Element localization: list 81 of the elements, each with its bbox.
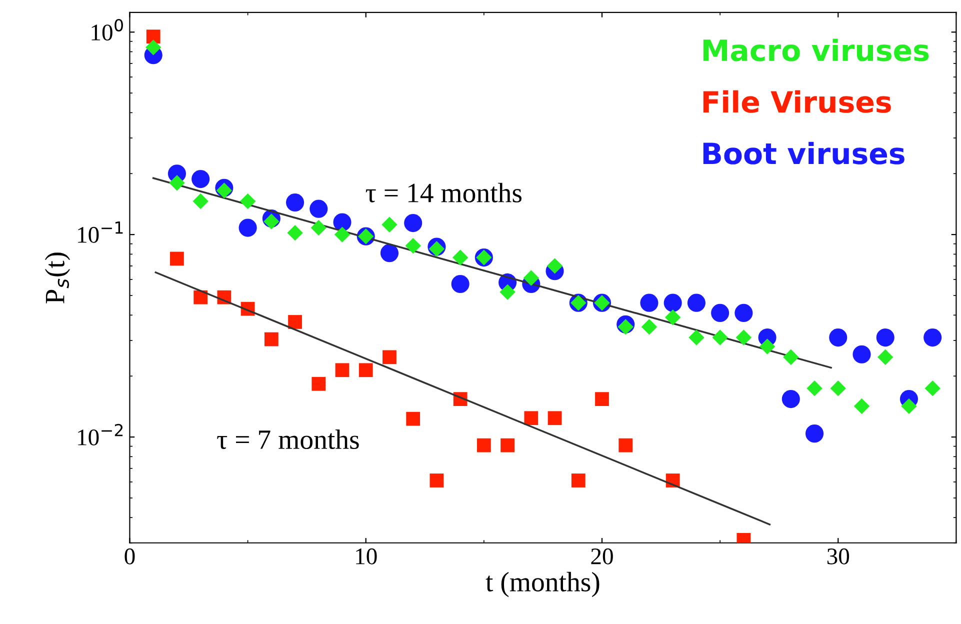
point: [500, 438, 514, 452]
y-tick-label: 10$^{−1}$: [78, 222, 123, 243]
point: [782, 390, 800, 408]
point: [783, 349, 799, 366]
point: [878, 349, 894, 366]
point: [406, 412, 420, 426]
y-tick-label: 10$^{0}$: [92, 18, 123, 40]
point: [829, 328, 848, 347]
point: [405, 238, 421, 254]
point: [170, 252, 184, 266]
point: [852, 345, 871, 364]
point: [759, 338, 776, 354]
point: [169, 175, 185, 191]
x-tick-label: 30: [827, 548, 850, 564]
point: [404, 214, 422, 232]
point: [382, 350, 396, 364]
point: [335, 363, 350, 378]
point: [736, 330, 752, 346]
point: [640, 294, 658, 312]
point: [687, 294, 706, 312]
point: [548, 411, 562, 426]
point: [830, 380, 846, 396]
point: [924, 380, 940, 396]
point: [382, 216, 398, 232]
point: [430, 474, 444, 488]
point: [524, 411, 538, 426]
point: [264, 332, 278, 346]
point: [358, 363, 373, 378]
point: [333, 213, 352, 232]
point: [618, 438, 633, 452]
point: [476, 438, 491, 452]
point: [618, 319, 634, 335]
x-tick-label: 0: [124, 548, 135, 564]
point: [664, 294, 682, 312]
point: [452, 250, 468, 266]
point: [901, 398, 917, 414]
point: [312, 376, 326, 391]
point: [194, 290, 208, 304]
y-tick-label: 10$^{−2}$: [78, 424, 123, 446]
annotation: τ = 7 months: [217, 430, 359, 450]
point: [571, 474, 586, 488]
text: Macro viruses: [703, 38, 929, 62]
point: [145, 40, 162, 56]
point: [264, 214, 280, 230]
annotation: τ = 14 months: [366, 182, 522, 202]
point: [876, 328, 894, 347]
x-tick-label: 10: [356, 548, 377, 564]
point: [310, 200, 328, 218]
x-axis-title: t (months): [486, 572, 600, 598]
point: [806, 380, 822, 396]
point: [711, 304, 730, 322]
point: [805, 424, 824, 443]
point: [192, 170, 210, 188]
point: [216, 182, 232, 198]
point: [288, 315, 302, 329]
point: [146, 30, 160, 44]
point: [924, 328, 942, 347]
point: [854, 398, 870, 414]
point: [451, 274, 470, 294]
point: [712, 330, 728, 346]
y-axis-title: P$_{s}$(t): [44, 252, 70, 304]
point: [238, 218, 257, 237]
point: [664, 309, 681, 326]
point: [595, 392, 609, 406]
point: [287, 224, 303, 241]
point: [500, 284, 516, 300]
x-tick-label: 20: [591, 548, 613, 564]
point: [192, 193, 208, 210]
point: [428, 240, 445, 257]
text: File Viruses: [703, 90, 891, 113]
point: [546, 258, 563, 274]
point: [286, 193, 304, 212]
point: [380, 244, 399, 262]
point: [310, 220, 326, 236]
point: [523, 270, 540, 286]
point: [641, 319, 658, 335]
point: [688, 330, 704, 346]
point: [734, 304, 753, 322]
point: [240, 193, 256, 210]
text: Boot viruses: [703, 142, 904, 164]
point: [334, 226, 350, 242]
